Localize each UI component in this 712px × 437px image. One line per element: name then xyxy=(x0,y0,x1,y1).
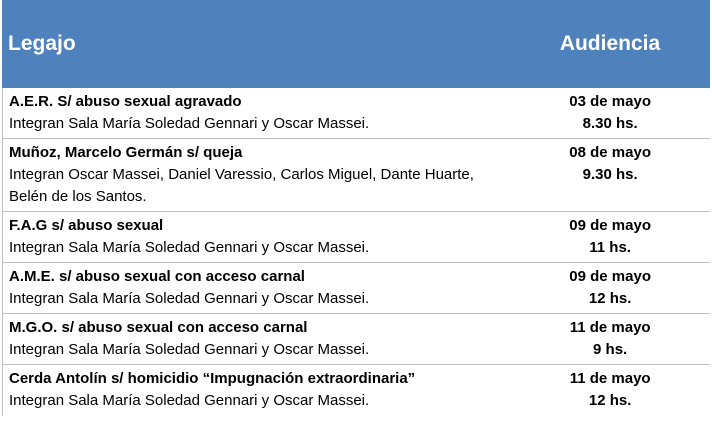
legajo-cell: Muñoz, Marcelo Germán s/ queja Integran … xyxy=(3,139,510,211)
table-header: Legajo Audiencia xyxy=(2,0,710,88)
audiencia-cell: 11 de mayo 12 hs. xyxy=(510,365,710,416)
hearing-date: 09 de mayo xyxy=(569,268,651,285)
table-row: M.G.O. s/ abuso sexual con acceso carnal… xyxy=(3,314,710,365)
hearing-time: 9.30 hs. xyxy=(582,166,638,183)
table-row: Cerda Antolín s/ homicidio “Impugnación … xyxy=(3,365,710,416)
audiencia-cell: 08 de mayo 9.30 hs. xyxy=(510,139,710,211)
case-title: M.G.O. s/ abuso sexual con acceso carnal xyxy=(9,319,308,336)
hearing-time: 9 hs. xyxy=(593,341,628,358)
audiencia-cell: 11 de mayo 9 hs. xyxy=(510,314,710,364)
hearing-time: 12 hs. xyxy=(588,290,632,307)
case-detail: Integran Oscar Massei, Daniel Varessio, … xyxy=(9,166,474,205)
case-detail: Integran Sala María Soledad Gennari y Os… xyxy=(9,290,370,307)
case-detail: Integran Sala María Soledad Gennari y Os… xyxy=(9,341,370,358)
hearing-date: 11 de mayo xyxy=(569,319,651,336)
table-row: A.M.E. s/ abuso sexual con acceso carnal… xyxy=(3,263,710,314)
case-title: Cerda Antolín s/ homicidio “Impugnación … xyxy=(9,370,416,387)
legajo-cell: M.G.O. s/ abuso sexual con acceso carnal… xyxy=(3,314,510,364)
hearing-date: 03 de mayo xyxy=(569,93,651,110)
case-detail: Integran Sala María Soledad Gennari y Os… xyxy=(9,239,370,256)
legajo-column-header: Legajo xyxy=(8,32,76,55)
table-row: A.E.R. S/ abuso sexual agravado Integran… xyxy=(3,88,710,139)
legajo-cell: Cerda Antolín s/ homicidio “Impugnación … xyxy=(3,365,510,416)
legajo-cell: F.A.G s/ abuso sexual Integran Sala Marí… xyxy=(3,212,510,262)
table-body: A.E.R. S/ abuso sexual agravado Integran… xyxy=(2,88,710,416)
audiencia-cell: 03 de mayo 8.30 hs. xyxy=(510,88,710,138)
hearing-date: 09 de mayo xyxy=(569,217,651,234)
audiencia-column-header: Audiencia xyxy=(559,32,661,55)
hearing-time: 11 hs. xyxy=(589,239,631,256)
legajo-cell: A.M.E. s/ abuso sexual con acceso carnal… xyxy=(3,263,510,313)
case-title: A.M.E. s/ abuso sexual con acceso carnal xyxy=(9,268,305,285)
audiencia-cell: 09 de mayo 12 hs. xyxy=(510,263,710,313)
hearing-date: 08 de mayo xyxy=(569,144,651,161)
case-detail: Integran Sala María Soledad Gennari y Os… xyxy=(9,115,370,132)
table-row: Muñoz, Marcelo Germán s/ queja Integran … xyxy=(3,139,710,212)
hearing-time: 8.30 hs. xyxy=(582,115,638,132)
case-title: A.E.R. S/ abuso sexual agravado xyxy=(9,93,242,110)
legajo-cell: A.E.R. S/ abuso sexual agravado Integran… xyxy=(3,88,510,138)
audiencia-cell: 09 de mayo 11 hs. xyxy=(510,212,710,262)
case-title: Muñoz, Marcelo Germán s/ queja xyxy=(9,144,243,161)
hearing-time: 12 hs. xyxy=(588,392,632,409)
hearing-date: 11 de mayo xyxy=(569,370,651,387)
case-title: F.A.G s/ abuso sexual xyxy=(9,217,164,234)
case-detail: Integran Sala María Soledad Gennari y Os… xyxy=(9,392,370,409)
table-row: F.A.G s/ abuso sexual Integran Sala Marí… xyxy=(3,212,710,263)
